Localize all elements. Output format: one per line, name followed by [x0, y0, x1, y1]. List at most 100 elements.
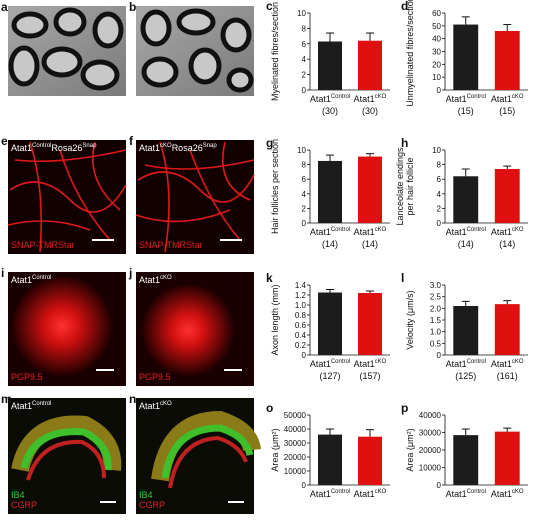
sample-size: (157)	[359, 371, 380, 381]
y-tick-label: 20000	[284, 453, 307, 462]
x-tick-label: Atat1Control	[310, 359, 350, 369]
y-tick-label: 0	[302, 351, 307, 360]
text-part: Atat1	[491, 489, 512, 499]
error-bar	[461, 428, 470, 436]
text-part: Atat1	[310, 227, 331, 237]
bar	[453, 435, 479, 485]
text-part: Atat1	[446, 489, 467, 499]
y-tick-label: 0.4	[295, 331, 307, 340]
error-bar	[503, 300, 512, 305]
y-axis-label: Myelinated fibres/section	[270, 2, 280, 101]
superscript: Control	[331, 359, 350, 365]
sample-size: (161)	[497, 371, 518, 381]
x-tick-label: Atat1Control	[310, 227, 350, 237]
y-tick-label: 10	[432, 146, 441, 155]
y-tick-label: 1.0	[295, 301, 307, 310]
x-tick-label: Atat1cKO	[491, 94, 524, 104]
y-tick-label: 0.8	[295, 311, 307, 320]
y-tick-label: 6	[302, 175, 307, 184]
y-tick-label: 50000	[284, 411, 307, 420]
x-tick-label: Atat1cKO	[491, 227, 524, 237]
stain-label: CGRP	[139, 500, 165, 510]
y-tick-label: 6	[302, 40, 307, 49]
bar	[494, 304, 520, 355]
superscript: cKO	[375, 94, 387, 100]
bar	[318, 160, 342, 223]
bar	[453, 176, 479, 223]
y-tick-label: 0	[437, 351, 442, 360]
panel-letter: f	[129, 134, 134, 148]
text-part: Rosa26	[172, 143, 203, 153]
superscript: cKO	[512, 94, 524, 100]
image-n	[136, 398, 261, 514]
y-axis-label: Hair follicles per section	[270, 139, 280, 234]
sample-size: (125)	[455, 371, 476, 381]
text-part: Atat1	[491, 227, 512, 237]
superscript: Control	[467, 489, 486, 495]
superscript: cKO	[512, 489, 524, 495]
sample-size: (14)	[362, 239, 378, 249]
superscript: Snap	[203, 143, 218, 149]
superscript: Control	[467, 94, 486, 100]
x-tick-label: Atat1Control	[310, 94, 350, 104]
y-axis-label: Axon length (mm)	[270, 284, 280, 355]
x-tick-label: Atat1Control	[446, 489, 486, 499]
text-part: Atat1	[310, 359, 331, 369]
y-tick-label: 30000	[284, 439, 307, 448]
x-tick-label: Atat1cKO	[354, 359, 387, 369]
panel-letter: n	[129, 392, 136, 406]
stain-label: PGP9.5	[11, 372, 43, 382]
x-tick-label: Atat1Control	[446, 94, 486, 104]
superscript: cKO	[160, 275, 172, 281]
y-tick-label: 2.5	[430, 293, 442, 302]
superscript: Control	[467, 227, 486, 233]
text-part: Atat1	[310, 94, 331, 104]
text-part: Atat1	[491, 359, 512, 369]
x-tick-label: Atat1cKO	[491, 359, 524, 369]
y-axis-label: Velocity (μm/s)	[405, 290, 415, 349]
superscript: Control	[331, 227, 350, 233]
panel-letter: l	[401, 271, 404, 285]
image-i	[8, 272, 126, 386]
panel-letter: b	[129, 0, 136, 14]
y-tick-label: 1.0	[430, 328, 442, 337]
stain-label: SNAP-TMRStar	[139, 240, 203, 250]
y-tick-label: 0.6	[295, 321, 307, 330]
image-j	[136, 272, 254, 386]
superscript: cKO	[375, 359, 387, 365]
superscript: Control	[331, 94, 350, 100]
sample-size: (15)	[458, 106, 474, 116]
y-tick-label: 1.5	[430, 316, 442, 325]
bar	[494, 30, 520, 90]
text-part: Atat1	[354, 227, 375, 237]
error-bar	[461, 168, 470, 177]
panel-letter: g	[266, 136, 273, 150]
y-tick-label: 30	[432, 48, 441, 57]
y-tick-label: 2	[302, 71, 307, 80]
superscript: cKO	[375, 489, 387, 495]
image-b	[136, 6, 254, 96]
superscript: Control	[32, 401, 51, 407]
y-tick-label: 4	[302, 190, 307, 199]
error-bar	[461, 16, 470, 25]
error-bar	[366, 153, 374, 157]
y-tick-label: 10	[297, 9, 306, 18]
superscript: cKO	[160, 401, 172, 407]
superscript: Control	[32, 143, 51, 149]
bar	[453, 24, 479, 90]
error-bar	[503, 24, 512, 31]
text-part: Atat1	[139, 401, 160, 411]
superscript: Control	[467, 359, 486, 365]
y-tick-label: 2	[437, 204, 442, 213]
y-tick-label: 8	[302, 24, 307, 33]
error-bar	[326, 32, 334, 42]
text-part: Atat1	[354, 94, 375, 104]
stain-label: PGP9.5	[139, 372, 171, 382]
text-part: Atat1	[11, 275, 32, 285]
panel-label: Atat1cKO	[139, 401, 172, 411]
error-bar	[503, 427, 512, 432]
y-tick-label: 50	[432, 22, 441, 31]
sample-size: (127)	[319, 371, 340, 381]
y-tick-label: 6	[437, 175, 442, 184]
